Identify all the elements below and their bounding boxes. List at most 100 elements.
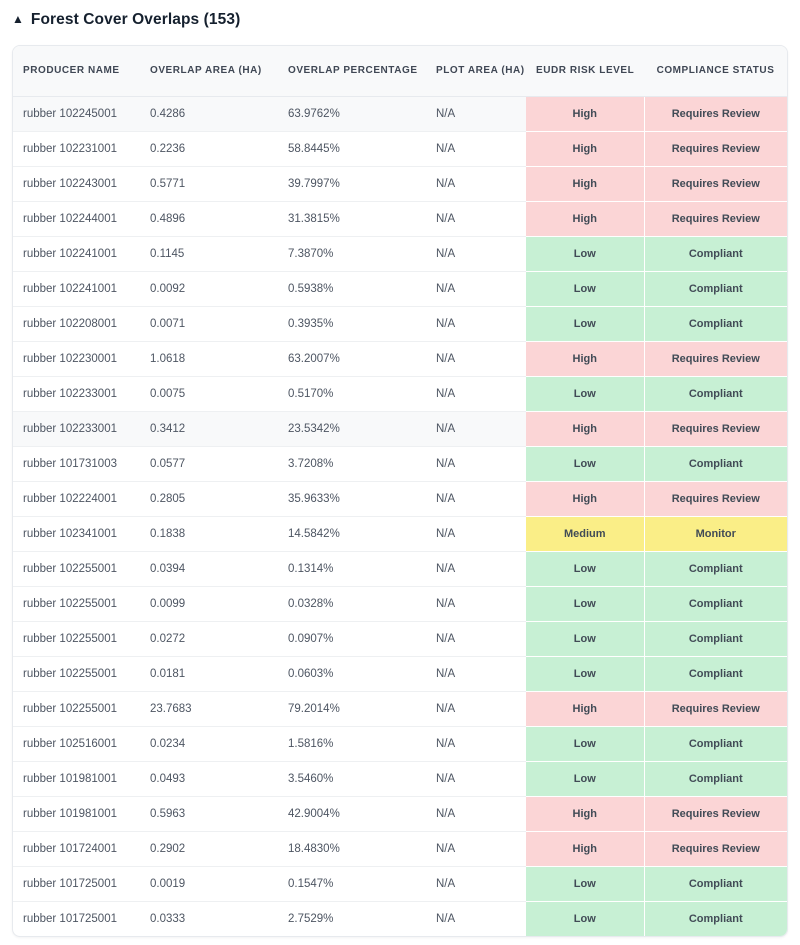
cell-overlap-area: 0.0272 <box>140 621 278 657</box>
cell-plot-area: N/A <box>426 586 526 622</box>
cell-overlap-percentage: 0.5170% <box>278 376 426 412</box>
cell-producer-name: rubber 102233001 <box>13 411 140 447</box>
cell-overlap-percentage: 0.3935% <box>278 306 426 342</box>
cell-overlap-percentage: 35.9633% <box>278 481 426 517</box>
cell-overlap-area: 0.0234 <box>140 726 278 762</box>
cell-overlap-area: 0.0099 <box>140 586 278 622</box>
table-row: rubber 102244001 0.4896 31.3815% N/A Hig… <box>13 201 787 237</box>
cell-overlap-area: 0.2902 <box>140 831 278 867</box>
section-header[interactable]: ▲ Forest Cover Overlaps (153) <box>12 11 788 29</box>
cell-plot-area: N/A <box>426 341 526 377</box>
cell-overlap-area: 0.0075 <box>140 376 278 412</box>
cell-overlap-percentage: 63.2007% <box>278 341 426 377</box>
cell-overlap-area: 0.2805 <box>140 481 278 517</box>
cell-eudr-risk-level: High <box>526 831 644 867</box>
cell-overlap-percentage: 79.2014% <box>278 691 426 727</box>
cell-eudr-risk-level: Low <box>526 621 644 657</box>
cell-overlap-percentage: 0.0603% <box>278 656 426 692</box>
cell-eudr-risk-level: Low <box>526 726 644 762</box>
cell-overlap-percentage: 58.8445% <box>278 131 426 167</box>
table-row: rubber 102233001 0.0075 0.5170% N/A Low … <box>13 376 787 412</box>
cell-producer-name: rubber 102230001 <box>13 341 140 377</box>
cell-eudr-risk-level: High <box>526 411 644 447</box>
cell-plot-area: N/A <box>426 446 526 482</box>
cell-eudr-risk-level: High <box>526 201 644 237</box>
table-row: rubber 102255001 0.0272 0.0907% N/A Low … <box>13 621 787 657</box>
cell-plot-area: N/A <box>426 376 526 412</box>
cell-overlap-percentage: 0.1547% <box>278 866 426 902</box>
header-producer-name: PRODUCER NAME <box>13 46 140 97</box>
cell-producer-name: rubber 102241001 <box>13 271 140 307</box>
cell-compliance-status: Compliant <box>643 866 787 902</box>
table-row: rubber 102230001 1.0618 63.2007% N/A Hig… <box>13 341 787 377</box>
cell-producer-name: rubber 102255001 <box>13 551 140 587</box>
cell-compliance-status: Compliant <box>643 761 787 797</box>
cell-compliance-status: Monitor <box>643 516 787 552</box>
cell-plot-area: N/A <box>426 866 526 902</box>
table-row: rubber 102241001 0.1145 7.3870% N/A Low … <box>13 236 787 272</box>
table-row: rubber 102231001 0.2236 58.8445% N/A Hig… <box>13 131 787 167</box>
cell-compliance-status: Compliant <box>643 446 787 482</box>
cell-eudr-risk-level: High <box>526 796 644 832</box>
cell-plot-area: N/A <box>426 691 526 727</box>
cell-eudr-risk-level: High <box>526 481 644 517</box>
section-title: Forest Cover Overlaps (153) <box>30 11 241 28</box>
cell-overlap-area: 0.3412 <box>140 411 278 447</box>
cell-overlap-percentage: 18.4830% <box>278 831 426 867</box>
cell-producer-name: rubber 101725001 <box>13 866 140 902</box>
cell-compliance-status: Compliant <box>643 586 787 622</box>
cell-producer-name: rubber 101724001 <box>13 831 140 867</box>
cell-producer-name: rubber 102255001 <box>13 656 140 692</box>
cell-producer-name: rubber 102231001 <box>13 131 140 167</box>
cell-eudr-risk-level: Low <box>526 551 644 587</box>
table-row: rubber 102341001 0.1838 14.5842% N/A Med… <box>13 516 787 552</box>
table-row: rubber 101981001 0.5963 42.9004% N/A Hig… <box>13 796 787 832</box>
cell-compliance-status: Requires Review <box>643 481 787 517</box>
cell-plot-area: N/A <box>426 306 526 342</box>
cell-overlap-area: 0.1838 <box>140 516 278 552</box>
cell-overlap-area: 0.0181 <box>140 656 278 692</box>
cell-eudr-risk-level: Low <box>526 271 644 307</box>
cell-eudr-risk-level: Low <box>526 586 644 622</box>
table-row: rubber 102255001 23.7683 79.2014% N/A Hi… <box>13 691 787 727</box>
cell-plot-area: N/A <box>426 96 526 132</box>
table-row: rubber 102241001 0.0092 0.5938% N/A Low … <box>13 271 787 307</box>
cell-compliance-status: Compliant <box>643 901 787 936</box>
cell-producer-name: rubber 101981001 <box>13 761 140 797</box>
cell-overlap-percentage: 3.5460% <box>278 761 426 797</box>
table-row: rubber 102245001 0.4286 63.9762% N/A Hig… <box>13 96 787 132</box>
header-eudr-risk-level: EUDR RISK LEVEL <box>526 46 644 97</box>
header-compliance-status: COMPLIANCE STATUS <box>644 46 787 97</box>
cell-producer-name: rubber 101981001 <box>13 796 140 832</box>
cell-overlap-area: 23.7683 <box>140 691 278 727</box>
cell-overlap-area: 0.0333 <box>150 912 186 925</box>
cell-overlap-percentage: 23.5342% <box>278 411 426 447</box>
header-plot-area: PLOT AREA (HA) <box>426 46 526 97</box>
cell-producer-name: rubber 102244001 <box>13 201 140 237</box>
cell-overlap-percentage: 0.1314% <box>278 551 426 587</box>
cell-producer-name: rubber 102233001 <box>13 376 140 412</box>
cell-compliance-status: Compliant <box>643 621 787 657</box>
table-row: rubber 102233001 0.3412 23.5342% N/A Hig… <box>13 411 787 447</box>
cell-producer-name: rubber 102224001 <box>13 481 140 517</box>
cell-overlap-area: 0.4896 <box>140 201 278 237</box>
cell-eudr-risk-level: High <box>526 341 644 377</box>
table-row: rubber 101724001 0.2902 18.4830% N/A Hig… <box>13 831 787 867</box>
table-header-row: PRODUCER NAME OVERLAP AREA (HA) OVERLAP … <box>13 46 787 97</box>
cell-overlap-percentage: 42.9004% <box>278 796 426 832</box>
cell-compliance-status: Requires Review <box>643 831 787 867</box>
cell-producer-name: rubber 101725001 <box>23 912 117 925</box>
cell-overlap-area: 0.0394 <box>140 551 278 587</box>
cell-plot-area: N/A <box>426 201 526 237</box>
table-row: rubber 101725001 0.0019 0.1547% N/A Low … <box>13 866 787 902</box>
cell-plot-area: N/A <box>426 621 526 657</box>
cell-producer-name: rubber 102208001 <box>13 306 140 342</box>
cell-producer-name: rubber 102255001 <box>13 691 140 727</box>
cell-compliance-status: Compliant <box>643 551 787 587</box>
cell-eudr-risk-level: Low <box>526 866 644 902</box>
cell-plot-area: N/A <box>426 166 526 202</box>
cell-eudr-risk-level: Low <box>526 306 644 342</box>
cell-overlap-percentage: 0.0907% <box>278 621 426 657</box>
cell-producer-name: rubber 102245001 <box>13 96 140 132</box>
